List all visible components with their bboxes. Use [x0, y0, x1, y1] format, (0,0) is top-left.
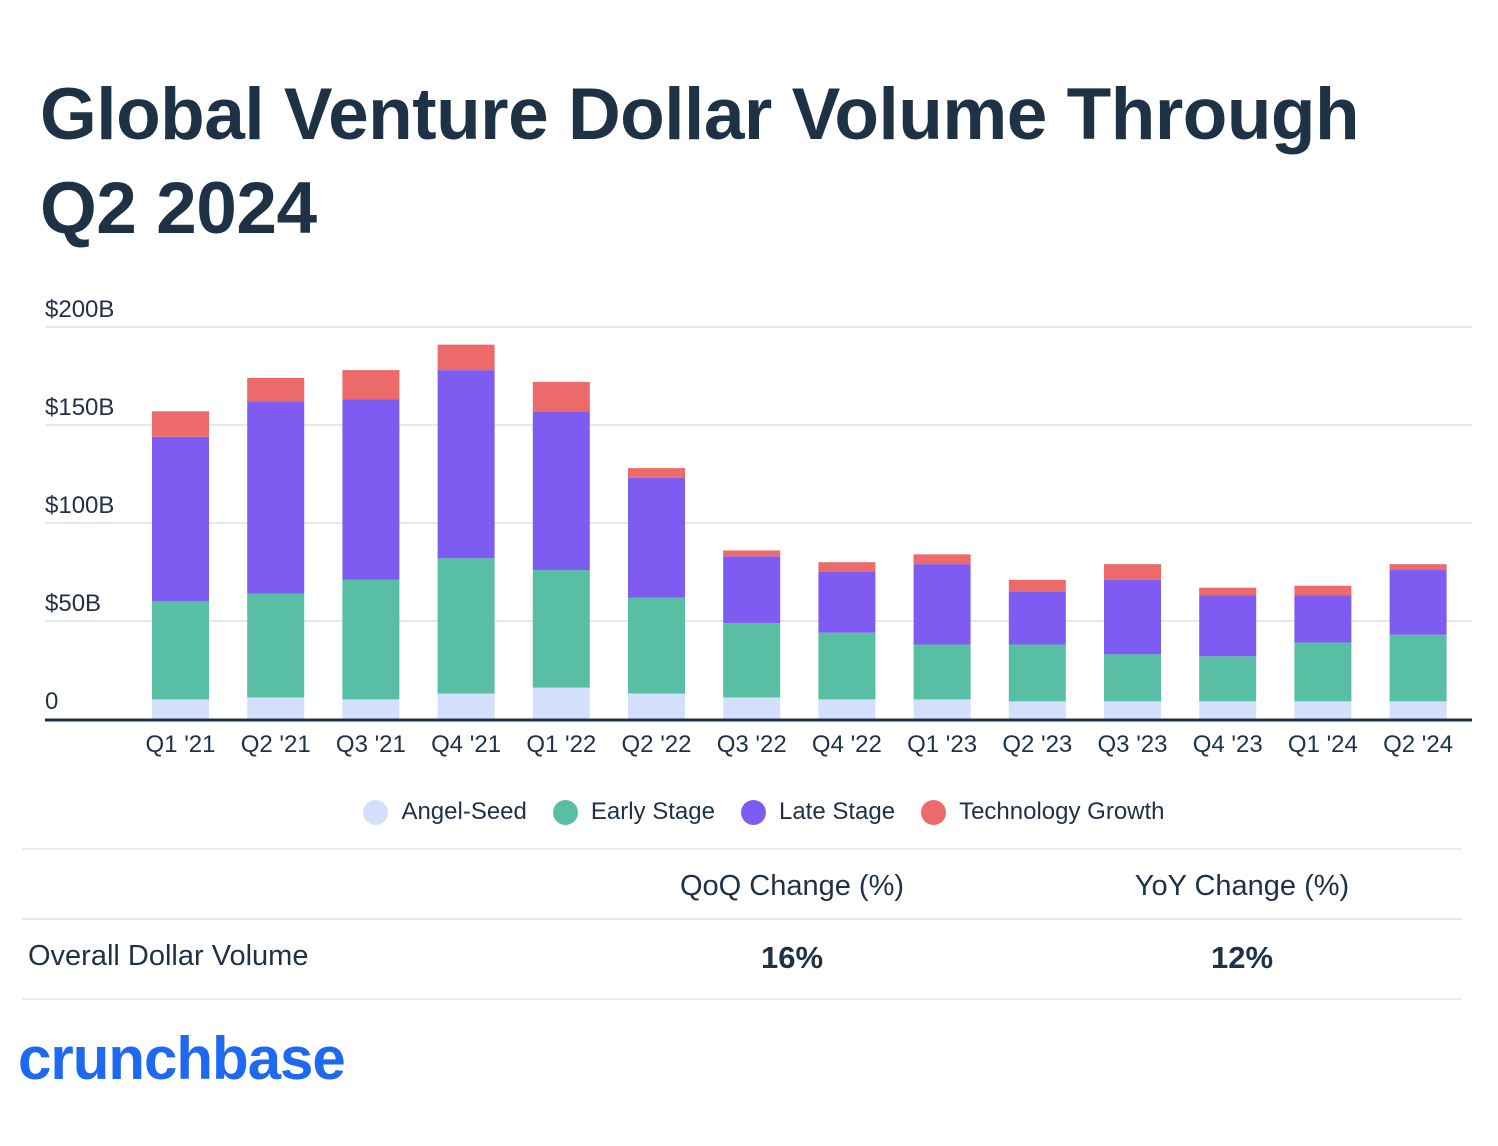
x-tick-label: Q3 '23	[1098, 731, 1168, 758]
bar-early-stage	[437, 558, 495, 694]
yoy-value: 12%	[1210, 940, 1274, 975]
y-tick-label: $50B	[45, 590, 101, 617]
bar-early-stage	[152, 601, 209, 700]
bar-early-stage	[1199, 656, 1257, 702]
legend-item-technology-growth: Technology Growth	[921, 798, 1165, 826]
bar-technology-growth	[1294, 585, 1352, 596]
legend: Angel-Seed Early Stage Late Stage Techno…	[0, 798, 1498, 826]
bar-angel-seed	[437, 693, 495, 719]
x-tick-label: Q2 '24	[1383, 731, 1453, 758]
bar-technology-growth	[1104, 564, 1161, 580]
bar-late-stage	[1104, 579, 1161, 655]
stacked-bar-chart: 0 $50B $100B $150B $200B Q1 '21 Q2 '21 Q3 '21 Q4…	[45, 296, 1472, 758]
bar-angel-seed	[628, 693, 685, 719]
bar-technology-growth	[628, 468, 685, 478]
table-header-yoy: YoY Change (%)	[1134, 870, 1350, 902]
bar-late-stage	[723, 556, 781, 623]
x-tick-label: Q3 '21	[336, 731, 406, 758]
bar-technology-growth	[152, 411, 209, 437]
bar-early-stage	[628, 597, 685, 694]
bar-early-stage	[1104, 654, 1161, 702]
bar-angel-seed	[342, 699, 400, 719]
bar-late-stage	[818, 572, 876, 633]
bar-angel-seed	[1104, 701, 1161, 719]
bar-technology-growth	[818, 562, 876, 572]
bar-angel-seed	[152, 699, 209, 719]
bar-technology-growth	[247, 377, 305, 402]
change-table: QoQ Change (%) YoY Change (%) Overall Do…	[22, 848, 1462, 1000]
bar-late-stage	[152, 436, 209, 602]
bar-early-stage	[247, 593, 305, 698]
bar-angel-seed	[1008, 701, 1066, 719]
x-tick-label: Q3 '22	[717, 731, 787, 758]
bar-angel-seed	[1294, 701, 1352, 719]
bar-early-stage	[1008, 644, 1066, 702]
x-tick-label: Q2 '23	[1002, 731, 1072, 758]
bar-technology-growth	[1008, 579, 1066, 592]
legend-item-late-stage: Late Stage	[740, 798, 896, 826]
x-tick-label: Q2 '22	[622, 731, 692, 758]
crunchbase-logo: crunchbase	[18, 1025, 346, 1092]
bar-angel-seed	[532, 687, 590, 719]
legend-label: Angel-Seed	[401, 798, 527, 825]
bar-angel-seed	[913, 699, 971, 719]
bar-technology-growth	[723, 550, 781, 557]
bar-technology-growth	[1199, 587, 1257, 596]
bar-late-stage	[1008, 591, 1066, 645]
bar-late-stage	[1294, 595, 1352, 643]
bar-late-stage	[1199, 595, 1257, 657]
bar-early-stage	[818, 632, 876, 700]
x-tick-label: Q2 '21	[241, 731, 311, 758]
bar-angel-seed	[1199, 701, 1257, 719]
bar-angel-seed	[818, 699, 876, 719]
bar-late-stage	[342, 399, 400, 580]
y-tick-label: $150B	[45, 394, 114, 421]
bar-early-stage	[723, 622, 781, 698]
legend-label: Early Stage	[590, 798, 715, 825]
legend-swatch-technology-growth	[921, 799, 947, 825]
x-tick-label: Q1 '22	[526, 731, 596, 758]
x-tick-label: Q4 '23	[1193, 731, 1263, 758]
bar-technology-growth	[913, 554, 971, 565]
legend-label: Technology Growth	[959, 798, 1165, 825]
bar-late-stage	[532, 411, 590, 571]
x-tick-label: Q4 '21	[431, 731, 501, 758]
bar-early-stage	[342, 579, 400, 700]
x-tick-label: Q4 '22	[812, 731, 882, 758]
bar-early-stage	[1389, 634, 1447, 702]
bar-technology-growth	[1389, 564, 1447, 571]
bar-early-stage	[913, 644, 971, 700]
row-label: Overall Dollar Volume	[28, 940, 309, 972]
x-tick-label: Q1 '21	[146, 731, 216, 758]
bar-angel-seed	[1389, 701, 1447, 719]
chart-title: Global Venture Dollar Volume Through Q2 …	[40, 74, 1360, 249]
bar-late-stage	[437, 370, 495, 559]
legend-swatch-early-stage	[552, 799, 578, 825]
bar-technology-growth	[342, 370, 400, 400]
table-header-qoq: QoQ Change (%)	[679, 870, 905, 902]
qoq-value: 16%	[760, 940, 824, 975]
bar-late-stage	[1389, 570, 1447, 635]
bar-late-stage	[628, 477, 685, 598]
legend-swatch-angel-seed	[363, 799, 389, 825]
x-tick-label: Q1 '23	[907, 731, 977, 758]
table-row: Overall Dollar Volume 16% 12%	[22, 918, 1462, 1000]
bar-late-stage	[247, 401, 305, 594]
bar-late-stage	[913, 564, 971, 645]
legend-swatch-late-stage	[740, 799, 766, 825]
bar-technology-growth	[532, 381, 590, 412]
bar-early-stage	[532, 570, 590, 688]
bar-technology-growth	[437, 344, 495, 371]
table-header-row: QoQ Change (%) YoY Change (%)	[22, 848, 1462, 918]
legend-label: Late Stage	[778, 798, 896, 825]
legend-item-early-stage: Early Stage	[552, 798, 715, 826]
y-tick-label: 0	[45, 688, 58, 715]
bar-angel-seed	[247, 697, 305, 719]
x-tick-label: Q1 '24	[1288, 731, 1358, 758]
bar-angel-seed	[723, 697, 781, 719]
y-tick-label: $200B	[45, 296, 114, 323]
legend-item-angel-seed: Angel-Seed	[363, 798, 527, 826]
y-tick-label: $100B	[45, 492, 114, 519]
bar-early-stage	[1294, 642, 1352, 702]
